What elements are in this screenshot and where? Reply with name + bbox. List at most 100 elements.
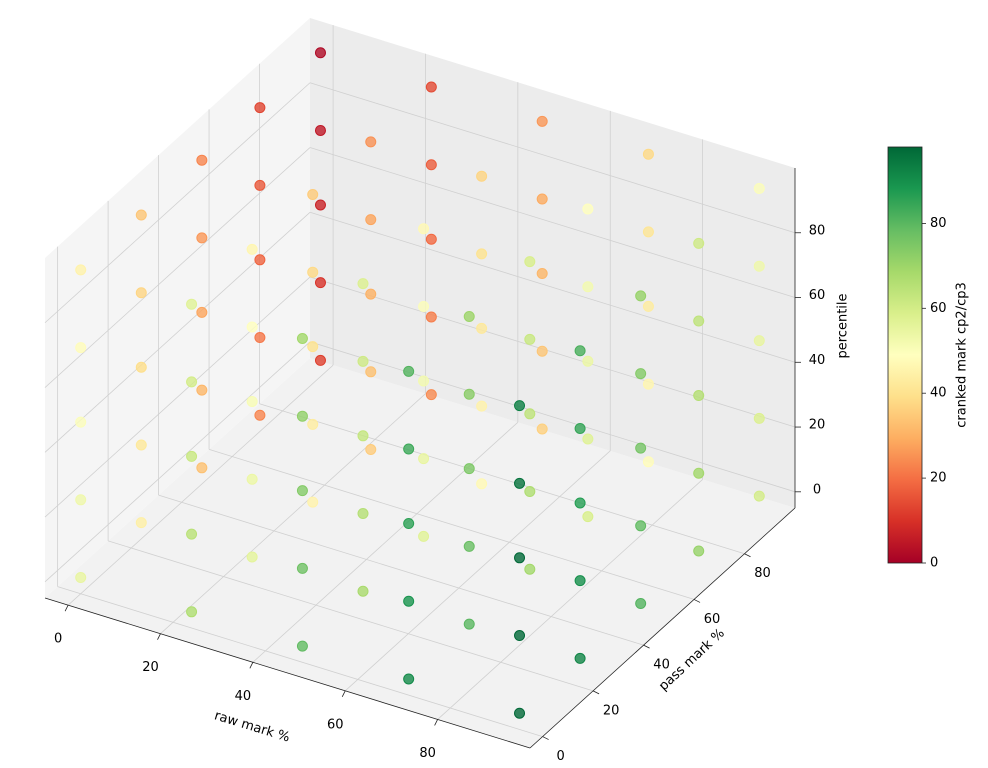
point (753, 490, 765, 502)
point (357, 278, 369, 290)
point (425, 159, 437, 171)
point (574, 345, 586, 357)
point (418, 375, 430, 387)
z-tick-label: 80 (809, 223, 826, 238)
z-grid-line (44, 147, 311, 388)
point (135, 209, 147, 221)
point (75, 572, 87, 584)
point (514, 477, 526, 489)
back-pane (310, 18, 795, 508)
point (314, 47, 326, 59)
point (314, 354, 326, 366)
point (425, 81, 437, 93)
point (693, 315, 705, 327)
x-tick (249, 662, 254, 669)
y-tick (744, 553, 751, 558)
point (642, 456, 654, 468)
point (476, 170, 488, 182)
point (296, 332, 308, 344)
point (307, 418, 319, 430)
point (246, 243, 258, 255)
point (365, 136, 377, 148)
colorbar-tick-label: 0 (930, 556, 938, 571)
x-tick-label: 20 (142, 660, 159, 675)
point (254, 102, 266, 114)
z-grid-line (309, 147, 796, 298)
point (536, 345, 548, 357)
y-tick-label: 80 (754, 566, 771, 581)
point (314, 277, 326, 289)
point (635, 598, 647, 610)
x-tick (434, 719, 438, 726)
grid (44, 25, 796, 749)
point (635, 442, 647, 454)
x-axis-label: raw mark % (212, 708, 291, 745)
point (403, 673, 415, 685)
point (403, 365, 415, 377)
labels: 0 20 40 60 80 0 20 40 60 80 0 20 40 60 80 (54, 223, 825, 764)
point (196, 154, 208, 166)
point (582, 355, 594, 367)
point (425, 233, 437, 245)
x-grid-line (252, 421, 519, 663)
point (254, 409, 266, 421)
z-grid-line (44, 211, 311, 453)
z-tick-label: 40 (809, 353, 826, 368)
point (296, 562, 308, 574)
z-grid-line (309, 341, 796, 493)
colorbar-tick-label: 40 (930, 386, 947, 401)
point (418, 300, 430, 312)
point (246, 473, 258, 485)
colorbar-tick-label: 20 (930, 471, 947, 486)
point (693, 237, 705, 249)
z-grid-line (309, 211, 796, 363)
x-tick (341, 690, 346, 698)
panes (45, 18, 795, 748)
point (514, 630, 526, 642)
point (357, 508, 369, 520)
colorbar-tick-label: 60 (930, 301, 947, 316)
point (135, 361, 147, 373)
y-tick (643, 644, 650, 649)
points (75, 47, 765, 719)
point (403, 595, 415, 607)
point (463, 618, 475, 630)
y-grid-line (107, 540, 594, 692)
y-tick-label: 20 (603, 703, 620, 718)
point (524, 333, 536, 345)
z-tick-label: 0 (813, 482, 821, 497)
point (476, 322, 488, 334)
point (75, 416, 87, 428)
point (582, 511, 594, 523)
z-grid-line (44, 82, 311, 324)
point (753, 260, 765, 272)
point (463, 388, 475, 400)
x-grid-line (344, 450, 611, 692)
point (476, 248, 488, 260)
x-tick (64, 604, 69, 612)
point (536, 115, 548, 127)
point (135, 439, 147, 451)
point (314, 199, 326, 211)
point (574, 497, 586, 509)
point (574, 652, 586, 664)
point (463, 463, 475, 475)
y-tick (542, 736, 549, 740)
z-tick-label: 60 (809, 288, 826, 303)
point (582, 203, 594, 215)
colorbar (887, 146, 923, 564)
point (254, 332, 266, 344)
point (574, 575, 586, 587)
point (307, 188, 319, 200)
z-axis-label: percentile (836, 293, 851, 358)
point (357, 355, 369, 367)
x-tick-label: 40 (235, 689, 252, 704)
x-tick-label: 60 (327, 717, 344, 732)
y-axis-line (529, 507, 796, 749)
y-grid-line (208, 449, 695, 600)
point (307, 496, 319, 508)
y-grid-line (57, 586, 543, 737)
x-tick (157, 633, 161, 640)
point (524, 408, 536, 420)
